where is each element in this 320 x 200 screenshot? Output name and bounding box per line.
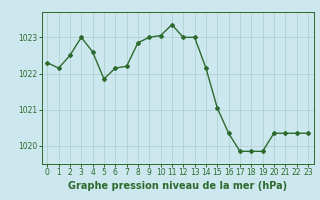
X-axis label: Graphe pression niveau de la mer (hPa): Graphe pression niveau de la mer (hPa) [68,181,287,191]
